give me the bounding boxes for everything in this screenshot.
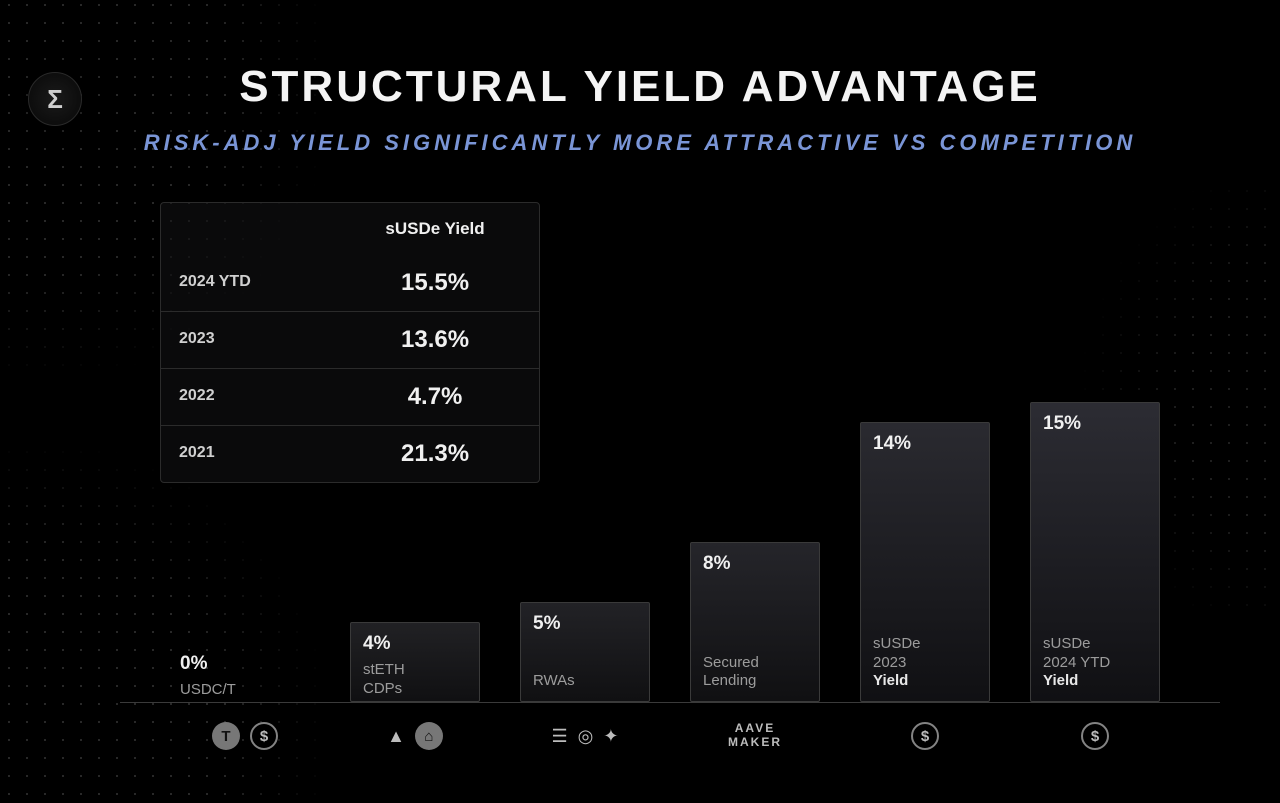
- chart-bars: 0% USDC/T 4% stETHCDPs 5% RWAs 8% SecuredLendin…: [160, 382, 1180, 702]
- coin-icon: ⌂: [415, 722, 443, 750]
- chart-bar: 5% RWAs: [520, 602, 650, 702]
- chart-bar-column: 15% sUSDe2024 YTDYield: [1030, 382, 1160, 702]
- bar-percent: 0%: [180, 653, 310, 675]
- bar-label: sUSDe2024 YTDYield: [1043, 635, 1147, 691]
- glyph-icon: ✦: [603, 726, 618, 747]
- chart-icon-cell: $: [860, 718, 990, 754]
- coin-icon: $: [250, 722, 278, 750]
- chart-bar-column: 4% stETHCDPs: [350, 382, 480, 702]
- table-row-value: 13.6%: [331, 312, 539, 368]
- bar-percent: 4%: [363, 633, 467, 655]
- brand-label: AAVEMAKER: [728, 722, 782, 750]
- table-row-label: 2023: [161, 312, 331, 368]
- chart-bar-column: 14% sUSDe2023Yield: [860, 382, 990, 702]
- table-row-value: 15.5%: [331, 255, 539, 311]
- table-header-blank: [161, 203, 331, 255]
- chart-bar: 8% SecuredLending: [690, 542, 820, 702]
- chart-bar-column: 8% SecuredLending: [690, 382, 820, 702]
- yield-bar-chart: 0% USDC/T 4% stETHCDPs 5% RWAs 8% SecuredLendin…: [160, 382, 1180, 702]
- coin-icon: $: [911, 722, 939, 750]
- chart-icon-cell: AAVEMAKER: [690, 718, 820, 754]
- bar-percent: 14%: [873, 433, 977, 455]
- chart-icon-cell: ☰ ◎ ✦: [520, 718, 650, 754]
- table-row: 2024 YTD15.5%: [161, 255, 539, 311]
- bar-label: SecuredLending: [703, 654, 807, 692]
- coin-icon: $: [1081, 722, 1109, 750]
- chart-bar: 15% sUSDe2024 YTDYield: [1030, 402, 1160, 702]
- bar-percent: 15%: [1043, 413, 1147, 435]
- chart-icon-row: T$▲⌂☰◎✦AAVEMAKER$$: [160, 718, 1180, 754]
- table-row: 202313.6%: [161, 311, 539, 368]
- chart-bar: 4% stETHCDPs: [350, 622, 480, 702]
- bar-label: USDC/T: [180, 681, 310, 700]
- glyph-icon: ▲: [387, 726, 405, 747]
- chart-x-axis: [120, 702, 1220, 703]
- chart-icon-cell: ▲⌂: [350, 718, 480, 754]
- bar-percent: 8%: [703, 553, 807, 575]
- bar-label: sUSDe2023Yield: [873, 635, 977, 691]
- bar-label: RWAs: [533, 672, 637, 691]
- table-row-label: 2024 YTD: [161, 255, 331, 311]
- chart-icon-cell: T$: [180, 718, 310, 754]
- glyph-icon: ☰: [552, 726, 568, 747]
- bar-label: stETHCDPs: [363, 661, 467, 699]
- page-subtitle: RISK-ADJ YIELD SIGNIFICANTLY MORE ATTRAC…: [90, 130, 1190, 156]
- chart-bar: 14% sUSDe2023Yield: [860, 422, 990, 702]
- table-header-row: sUSDe Yield: [161, 203, 539, 255]
- coin-icon: T: [212, 722, 240, 750]
- bar-percent: 5%: [533, 613, 637, 635]
- chart-bar-column: 5% RWAs: [520, 382, 650, 702]
- content-area: sUSDe Yield 2024 YTD15.5%202313.6%20224.…: [90, 202, 1190, 762]
- slide: STRUCTURAL YIELD ADVANTAGE RISK-ADJ YIEL…: [0, 0, 1280, 803]
- chart-icon-cell: $: [1030, 718, 1160, 754]
- table-header-value: sUSDe Yield: [331, 203, 539, 255]
- chart-bar-column: 0% USDC/T: [180, 382, 310, 702]
- page-title: STRUCTURAL YIELD ADVANTAGE: [90, 62, 1190, 112]
- glyph-icon: ◎: [578, 726, 594, 747]
